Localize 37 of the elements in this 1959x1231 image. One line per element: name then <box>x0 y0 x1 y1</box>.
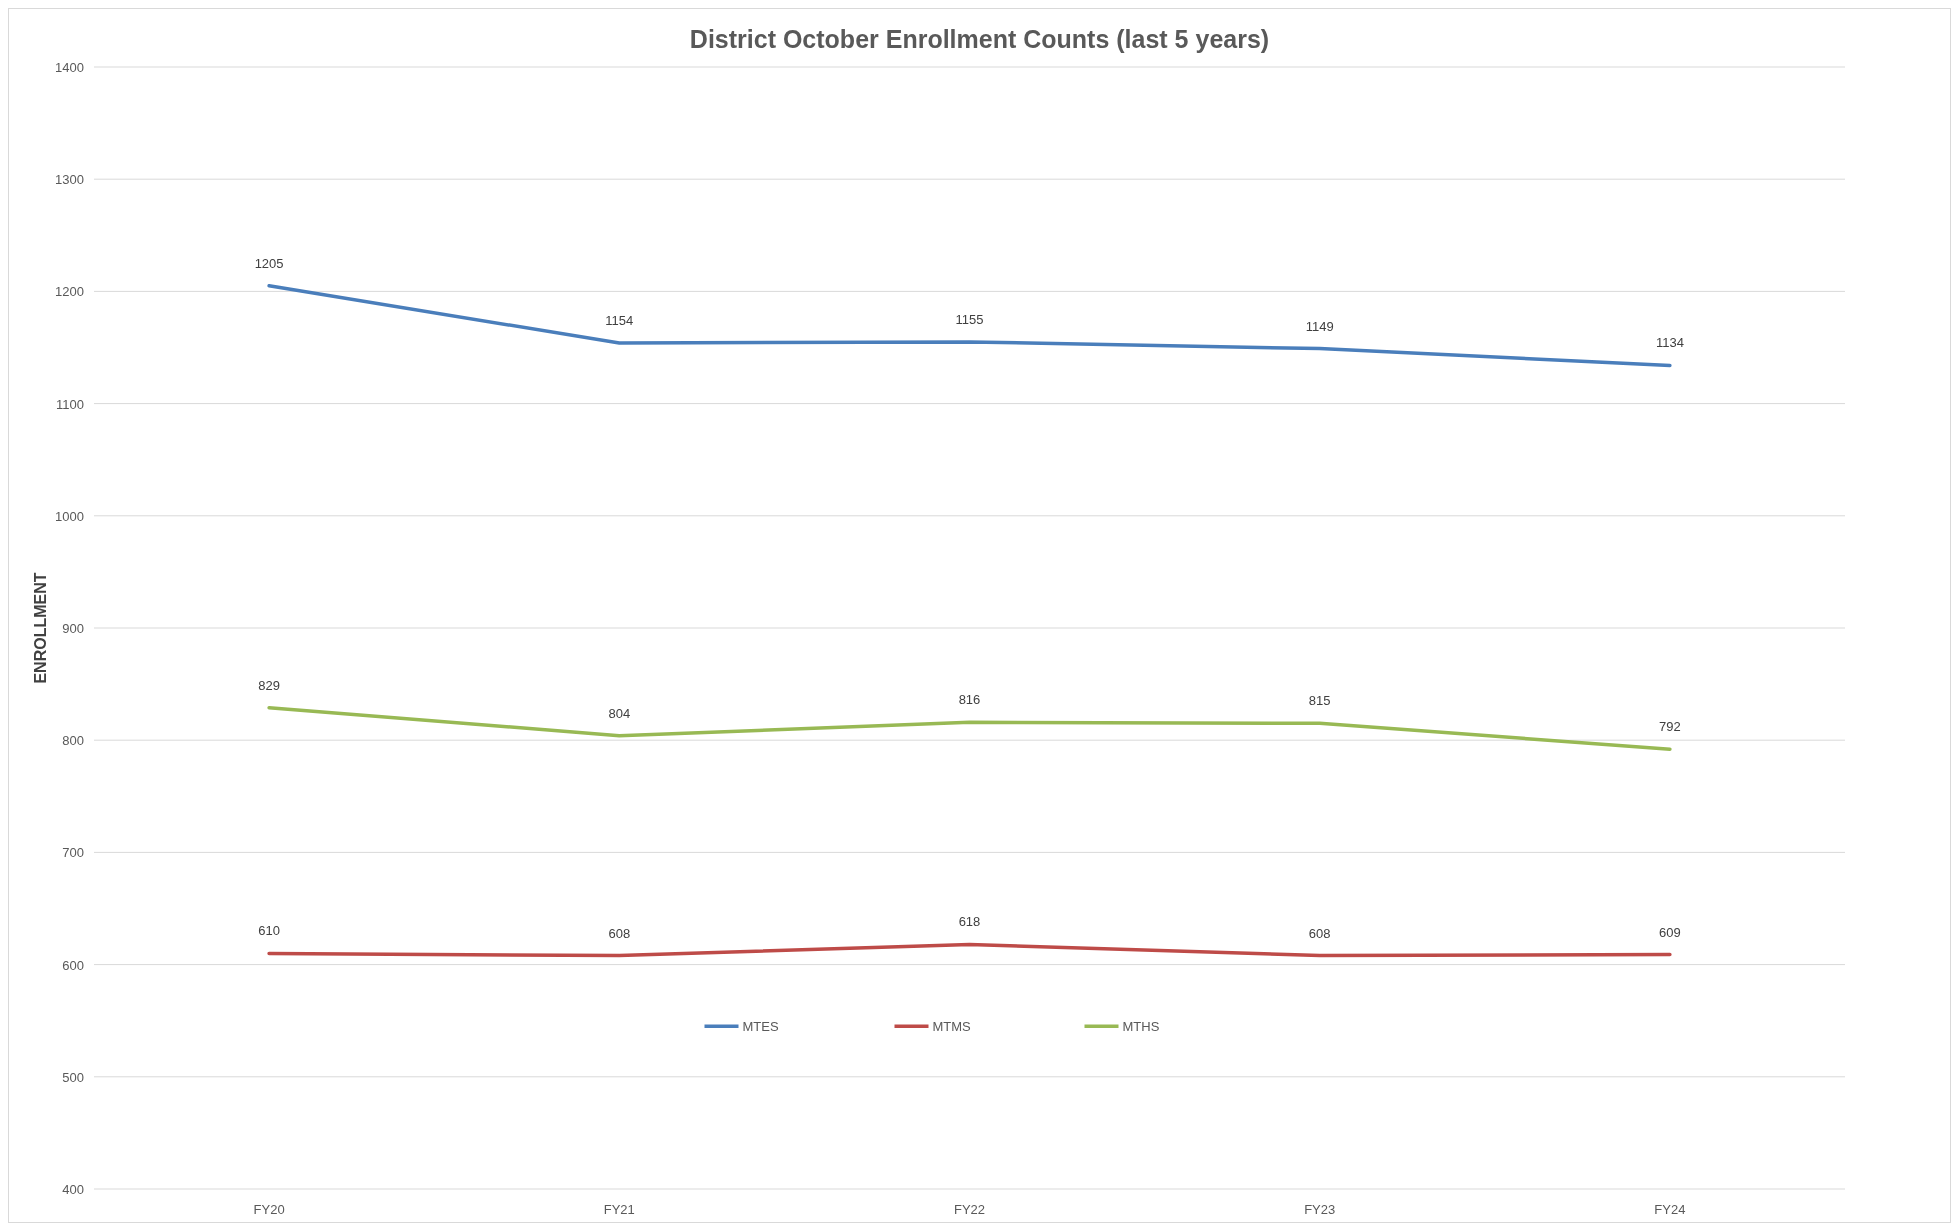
data-label: 829 <box>258 677 280 693</box>
data-label: 1155 <box>955 311 984 327</box>
data-label: 1154 <box>605 313 634 329</box>
y-tick-label: 1400 <box>55 60 84 75</box>
y-tick-label: 500 <box>62 1069 84 1085</box>
chart-title: District October Enrollment Counts (last 5 years) <box>689 25 1270 53</box>
y-tick-label: 1000 <box>55 508 84 524</box>
y-tick-label: 900 <box>62 621 84 636</box>
data-label: 815 <box>1308 693 1331 709</box>
data-label: 608 <box>608 925 631 941</box>
legend-label: MTES <box>742 1019 779 1035</box>
x-tick-label: FY20 <box>253 1202 285 1217</box>
x-tick-label: FY23 <box>1304 1202 1336 1217</box>
legend-label: MTMS <box>932 1019 972 1035</box>
data-label: 608 <box>1308 925 1331 941</box>
data-label: 609 <box>1659 924 1681 940</box>
data-label: 1149 <box>1305 318 1334 334</box>
x-tick-label: FY22 <box>953 1202 986 1217</box>
y-tick-label: 700 <box>62 845 84 861</box>
data-label: 1205 <box>254 255 284 271</box>
y-tick-label: 800 <box>62 733 84 749</box>
line-series <box>267 942 1672 958</box>
y-tick-label: 1200 <box>55 284 84 300</box>
data-label: 816 <box>958 692 981 708</box>
y-tick-label: 600 <box>62 957 84 973</box>
y-axis-title: ENROLLMENT <box>32 572 49 684</box>
x-tick-label: FY24 <box>1654 1202 1686 1217</box>
y-tick-label: 400 <box>62 1182 84 1197</box>
data-label: 804 <box>608 705 631 721</box>
data-label: 792 <box>1659 719 1681 735</box>
data-label: 618 <box>958 914 981 930</box>
x-tick-label: FY21 <box>603 1202 635 1217</box>
y-tick-label: 1300 <box>55 172 84 188</box>
data-label: 610 <box>258 923 280 939</box>
y-tick-label: 1100 <box>56 396 84 412</box>
data-label: 1134 <box>1655 335 1684 351</box>
legend-label: MTHS <box>1122 1019 1160 1035</box>
